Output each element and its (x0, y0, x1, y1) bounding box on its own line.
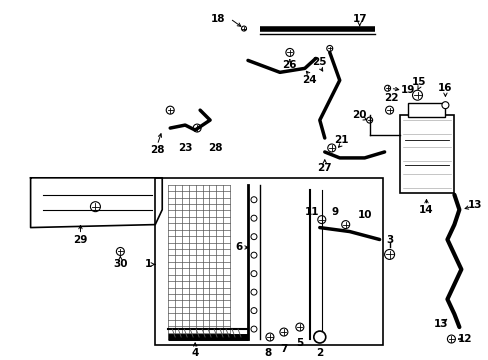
Circle shape (250, 271, 256, 276)
Text: 10: 10 (357, 210, 371, 220)
Text: 22: 22 (384, 93, 398, 103)
Text: 17: 17 (352, 14, 366, 24)
Text: 18: 18 (210, 14, 225, 24)
Text: 26: 26 (282, 60, 297, 70)
Text: 16: 16 (437, 83, 452, 93)
Text: 13: 13 (433, 319, 448, 329)
Text: 28: 28 (150, 145, 164, 155)
Circle shape (313, 331, 325, 343)
Text: 27: 27 (317, 163, 331, 173)
Circle shape (250, 215, 256, 221)
Text: 3: 3 (385, 234, 392, 244)
Text: 14: 14 (418, 205, 433, 215)
Text: 24: 24 (302, 75, 317, 85)
Text: 11: 11 (304, 207, 318, 217)
Text: 25: 25 (312, 57, 326, 67)
Bar (155, 178, 382, 345)
Circle shape (250, 252, 256, 258)
Text: 12: 12 (457, 334, 472, 344)
Text: 8: 8 (264, 348, 271, 358)
Text: 21: 21 (334, 135, 348, 145)
Circle shape (441, 102, 448, 109)
Bar (399, 115, 453, 193)
Text: 15: 15 (411, 77, 426, 87)
Text: 29: 29 (73, 234, 87, 244)
Text: 1: 1 (144, 260, 152, 269)
Circle shape (250, 307, 256, 314)
Bar (407, 103, 445, 117)
Circle shape (250, 326, 256, 332)
Text: 19: 19 (400, 85, 414, 95)
Circle shape (250, 289, 256, 295)
Text: 13: 13 (467, 200, 482, 210)
Circle shape (250, 234, 256, 240)
Text: 4: 4 (191, 348, 199, 358)
Text: 7: 7 (280, 344, 287, 354)
Text: 28: 28 (207, 143, 222, 153)
Text: 6: 6 (235, 243, 242, 252)
Text: 30: 30 (113, 260, 127, 269)
Text: 23: 23 (178, 143, 192, 153)
Text: 20: 20 (352, 110, 366, 120)
Text: 2: 2 (316, 348, 323, 358)
Text: 9: 9 (330, 207, 338, 217)
Text: 5: 5 (296, 338, 303, 348)
Circle shape (250, 197, 256, 203)
